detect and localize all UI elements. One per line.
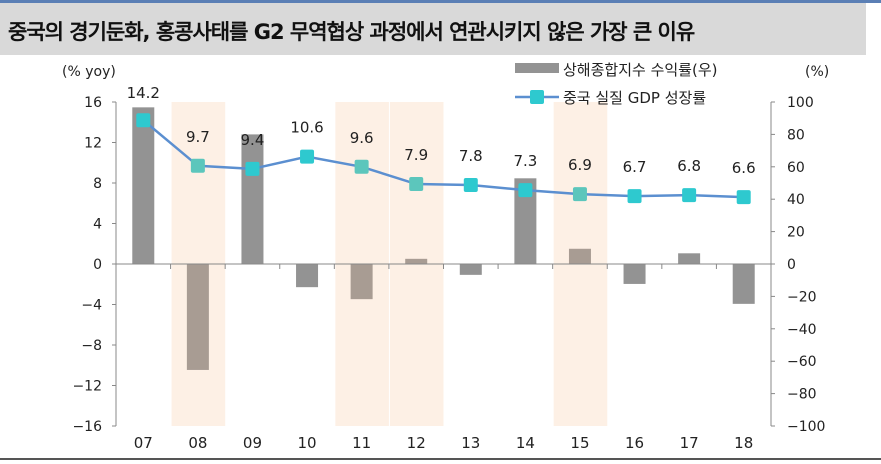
gdp-data-label: 9.6 [350,129,374,147]
right-tick-label: 0 [787,257,796,273]
right-tick-label: 60 [787,160,805,176]
gdp-marker-14 [518,183,533,198]
gdp-line [142,119,744,199]
right-tick-label: 80 [787,127,805,143]
bar-09 [241,134,264,264]
x-tick-label: 18 [734,434,753,452]
gdp-data-label: 6.8 [677,157,701,175]
bar-18 [732,264,755,304]
chart-title: 중국의 경기둔화, 홍콩사태를 G2 무역협상 과정에서 연관시키지 않은 가장… [8,20,695,44]
right-tick-label: −40 [787,322,817,338]
gdp-marker-12 [409,177,424,192]
gdp-data-label: 6.6 [732,159,756,177]
gdp-marker-17 [682,188,697,203]
bar-08 [186,264,209,370]
legend-marker-swatch [530,90,544,104]
title-bar: 중국의 경기둔화, 홍콩사태를 G2 무역협상 과정에서 연관시키지 않은 가장… [0,3,866,55]
left-tick-label: −4 [81,298,102,314]
gdp-data-label: 10.6 [290,119,323,137]
x-tick-label: 16 [625,434,644,452]
gdp-data-label: 6.9 [568,156,592,174]
left-tick-label: −12 [72,379,102,395]
bar-16 [623,264,646,284]
x-tick-label: 10 [297,434,316,452]
gdp-data-label: 6.7 [623,158,647,176]
x-tick-label: 15 [570,434,589,452]
gdp-marker-10 [300,149,315,164]
gdp-data-label: 9.7 [186,128,210,146]
right-tick-label: 100 [787,95,814,111]
gdp-marker-07 [136,113,151,128]
legend-bar-swatch [515,63,559,73]
bar-15 [568,248,591,264]
x-tick-label: 11 [352,434,371,452]
x-tick-label: 08 [188,434,207,452]
gdp-marker-15 [572,187,587,202]
bar-17 [678,253,701,264]
x-tick-label: 14 [516,434,535,452]
bar-07 [132,107,155,264]
right-tick-label: −100 [787,419,825,435]
left-tick-label: 0 [93,257,102,273]
gdp-marker-09 [245,161,260,176]
x-tick-label: 07 [134,434,153,452]
right-tick-label: −20 [787,289,817,305]
left-tick-label: 12 [84,136,102,152]
right-axis-label: (%) [805,64,829,80]
gdp-marker-16 [627,189,642,204]
bar-10 [296,264,319,288]
right-tick-label: 20 [787,225,805,241]
legend-bar-label: 상해종합지수 수익률(우) [563,61,717,79]
left-tick-label: −16 [72,419,102,435]
legend-line-label: 중국 실질 GDP 성장률 [563,89,706,107]
x-tick-label: 13 [461,434,480,452]
left-tick-label: 16 [84,95,102,111]
left-tick-label: 8 [93,176,102,192]
x-tick-label: 09 [243,434,262,452]
gdp-data-label: 14.2 [127,84,160,102]
right-tick-label: 40 [787,192,805,208]
bar-13 [459,264,482,275]
top-border [0,0,881,3]
bar-12 [405,258,428,264]
gdp-data-label: 7.9 [404,146,428,164]
right-tick-label: −60 [787,354,817,370]
gdp-data-label: 7.3 [513,152,537,170]
x-tick-label: 17 [680,434,699,452]
gdp-marker-11 [354,159,369,174]
bottom-border [0,458,881,460]
left-tick-label: −8 [81,338,102,354]
right-tick-label: −80 [787,387,817,403]
bar-11 [350,264,373,300]
gdp-marker-18 [736,190,751,205]
gdp-data-label: 9.4 [241,131,265,149]
left-tick-label: 4 [93,217,102,233]
gdp-data-label: 7.8 [459,147,483,165]
bar-14 [514,178,537,264]
gdp-marker-13 [463,178,478,193]
left-axis-label: (% yoy) [62,64,116,80]
x-tick-label: 12 [407,434,426,452]
gdp-marker-08 [190,158,205,173]
